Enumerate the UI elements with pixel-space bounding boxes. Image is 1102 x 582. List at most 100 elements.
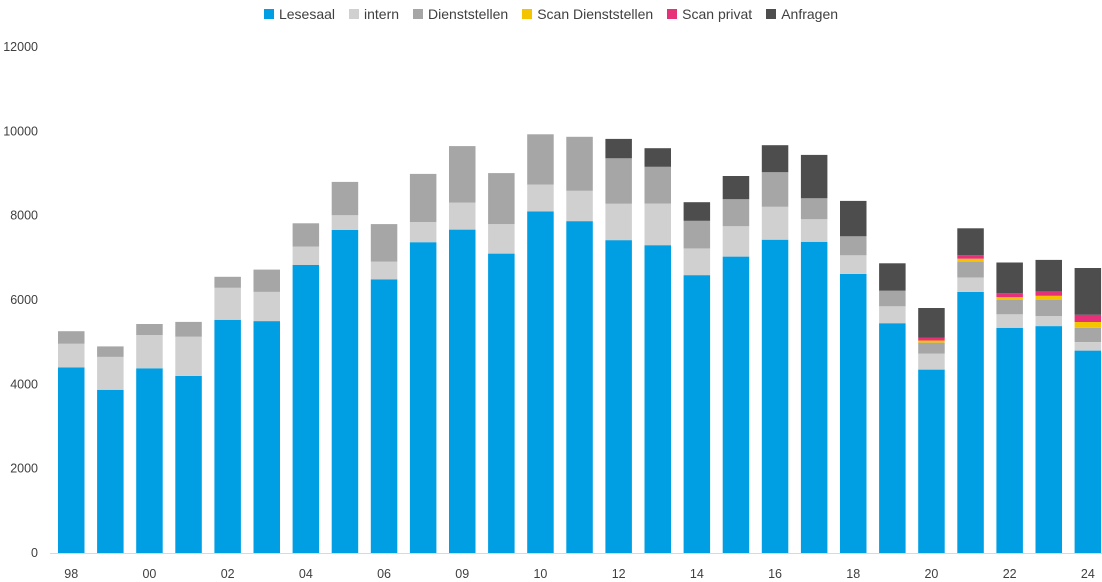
bar-segment-intern: [879, 306, 906, 324]
bar-segment-dienststellen: [996, 300, 1023, 315]
bar-segment-dienststellen: [957, 261, 984, 278]
bar-segment-intern: [683, 248, 711, 276]
legend-label: Dienststellen: [428, 6, 509, 22]
y-tick-label: 4000: [10, 377, 38, 391]
bar-segment-dienststellen: [683, 220, 711, 249]
bar-segment-lesesaal: [566, 221, 593, 553]
bar-segment-dienststellen: [879, 290, 906, 307]
bar-segment-dienststellen: [214, 276, 241, 288]
bar-segment-lesesaal: [136, 368, 163, 553]
y-tick-label: 10000: [3, 124, 38, 138]
bar-segment-lesesaal: [1035, 326, 1062, 553]
bar-segment-intern: [253, 292, 280, 322]
bar-segment-intern: [840, 255, 867, 274]
bar-segment-intern: [957, 277, 984, 292]
bar-segment-lesesaal: [331, 230, 359, 553]
x-tick-label: 98: [64, 567, 78, 581]
bar-segment-intern: [761, 206, 789, 240]
bar-segment-dienststellen: [58, 331, 85, 344]
y-tick-label: 12000: [3, 40, 38, 54]
bar-segment-dienststellen: [840, 236, 867, 256]
x-tick-label: 20: [924, 567, 938, 581]
bar-segment-dienststellen: [605, 158, 632, 204]
x-tick-label: 04: [299, 567, 313, 581]
bar-segment-scan-privat: [1074, 314, 1102, 322]
x-tick-label: 02: [221, 567, 235, 581]
bar-segment-dienststellen: [722, 199, 750, 227]
x-tick-label: 09: [455, 567, 469, 581]
bar-segment-scan-dienststellen: [918, 340, 945, 343]
bar-segment-scan-privat: [918, 337, 945, 341]
x-tick-label: 00: [142, 567, 156, 581]
bar-segment-intern: [214, 287, 241, 320]
bar-segment-dienststellen: [409, 173, 437, 222]
bar-segment-lesesaal: [722, 256, 750, 553]
bar-segment-intern: [58, 343, 85, 368]
bar-segment-intern: [1074, 342, 1102, 351]
x-tick-label: 12: [612, 567, 626, 581]
y-tick-label: 6000: [10, 293, 38, 307]
bar-segment-intern: [566, 190, 593, 222]
legend-swatch: [522, 9, 533, 19]
x-tick-label: 10: [533, 567, 547, 581]
legend-swatch: [263, 9, 274, 19]
legend-label: Scan privat: [682, 6, 753, 22]
bar-segment-scan-dienststellen: [996, 297, 1023, 300]
bar-segment-intern: [370, 261, 398, 280]
chart-legend: Lesesaal intern Dienststellen Scan Dienstst…: [0, 6, 1102, 22]
bar-segment-lesesaal: [58, 367, 85, 553]
legend-label: intern: [364, 6, 400, 22]
bar-segment-intern: [409, 222, 437, 243]
x-tick-label: 16: [768, 567, 782, 581]
y-tick-label: 8000: [10, 209, 38, 223]
bar-segment-intern: [175, 336, 202, 376]
legend-item-1: intern: [349, 6, 399, 22]
bar-segment-anfragen: [918, 308, 945, 338]
legend-label: Anfragen: [781, 6, 839, 22]
bar-segment-lesesaal: [175, 375, 202, 553]
bar-segment-intern: [996, 314, 1023, 328]
bar-segment-intern: [722, 226, 750, 257]
bar-segment-anfragen: [996, 262, 1023, 294]
x-tick-label: 06: [377, 567, 391, 581]
bar-segment-scan-dienststellen: [1074, 321, 1102, 328]
x-tick-label: 14: [690, 567, 704, 581]
bar-segment-lesesaal: [761, 239, 789, 553]
legend-label: Lesesaal: [278, 6, 336, 22]
bar-segment-dienststellen: [97, 346, 124, 357]
bar-segment-anfragen: [1074, 268, 1102, 315]
bar-segment-intern: [605, 203, 632, 241]
bar-segment-intern: [136, 335, 163, 369]
bar-segment-intern: [97, 356, 124, 390]
bar-segment-lesesaal: [409, 242, 437, 553]
bar-segment-intern: [527, 184, 554, 212]
bar-segment-lesesaal: [840, 273, 867, 553]
bar-segment-dienststellen: [331, 181, 359, 216]
y-axis: 0 2000 4000 6000 8000 10000 12000: [3, 40, 1102, 560]
bar-segment-dienststellen: [800, 198, 828, 220]
legend-item-0: Lesesaal: [263, 6, 336, 22]
bars: [58, 134, 1102, 554]
bar-segment-intern: [644, 203, 671, 246]
bar-segment-lesesaal: [957, 292, 984, 553]
bar-segment-dienststellen: [488, 173, 515, 225]
bar-segment-lesesaal: [800, 241, 828, 554]
bar-segment-lesesaal: [605, 240, 632, 553]
legend-item-4: Scan privat: [667, 6, 752, 22]
x-tick-label: 18: [846, 567, 860, 581]
bar-segment-dienststellen: [644, 166, 671, 204]
bar-segment-anfragen: [800, 154, 828, 199]
bar-segment-dienststellen: [253, 269, 280, 292]
bar-segment-lesesaal: [527, 211, 554, 553]
x-tick-label: 22: [1003, 567, 1017, 581]
legend-swatch: [413, 9, 424, 19]
bar-segment-lesesaal: [1074, 350, 1102, 553]
legend-swatch: [667, 9, 678, 19]
bar-segment-lesesaal: [879, 323, 906, 553]
bar-segment-lesesaal: [918, 369, 945, 553]
bar-segment-lesesaal: [97, 389, 124, 553]
bar-segment-anfragen: [1035, 259, 1062, 292]
x-tick-label: 24: [1081, 567, 1095, 581]
bar-segment-intern: [1035, 316, 1062, 327]
